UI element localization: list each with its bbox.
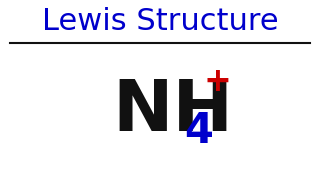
Text: Lewis Structure: Lewis Structure bbox=[42, 7, 278, 36]
Text: +: + bbox=[203, 64, 231, 98]
Text: 4: 4 bbox=[184, 110, 213, 152]
Text: NH: NH bbox=[112, 77, 233, 146]
